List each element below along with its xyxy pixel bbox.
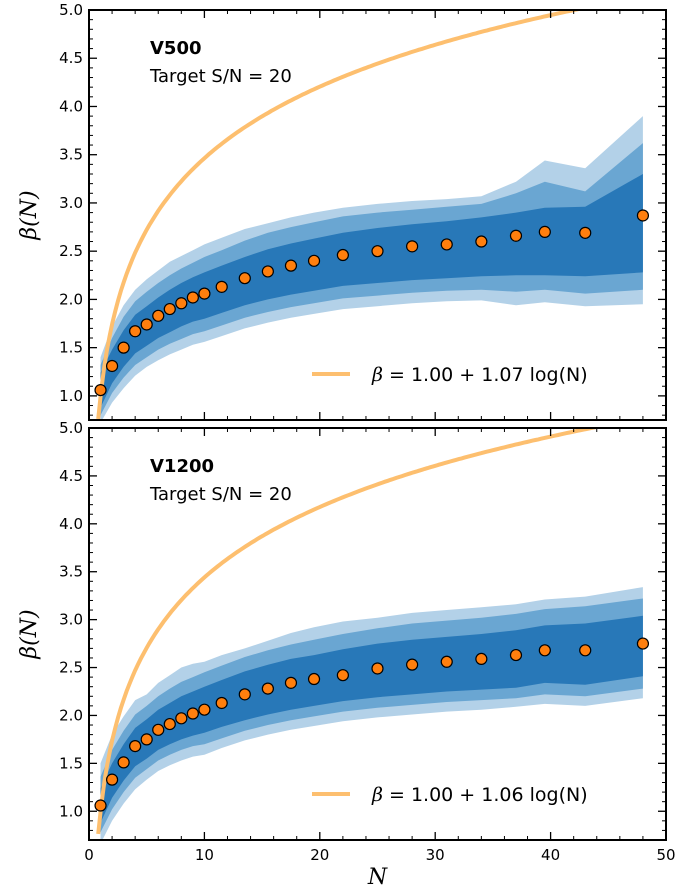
x-tick-label: 10 [195, 846, 214, 864]
data-point [129, 740, 142, 753]
data-point [371, 245, 384, 258]
data-point [215, 696, 228, 710]
panel-subtitle: Target S/N = 20 [149, 484, 292, 505]
data-point [636, 637, 650, 650]
data-point [215, 280, 228, 293]
data-point [175, 297, 188, 310]
confidence-bands [100, 587, 643, 840]
y-tick-label: 2.0 [59, 706, 83, 724]
data-point [152, 723, 165, 736]
data-point [406, 240, 419, 253]
data-points [94, 637, 650, 812]
data-point [175, 712, 188, 725]
legend: β = 1.00 + 1.06 log(N) [312, 784, 588, 806]
data-point [140, 733, 153, 746]
data-point [163, 717, 176, 731]
data-point [198, 287, 211, 300]
legend: β = 1.00 + 1.07 log(N) [312, 364, 588, 386]
data-point [117, 341, 130, 354]
y-tick-label: 1.5 [59, 754, 83, 772]
data-point [336, 669, 349, 682]
data-point [105, 359, 119, 373]
data-point [105, 773, 119, 786]
y-tick-label: 1.0 [59, 802, 83, 820]
data-point [129, 325, 142, 338]
y-tick-label: 2.5 [59, 242, 83, 260]
y-tick-label: 4.5 [59, 49, 83, 67]
data-point [284, 259, 298, 272]
panel-title: V1200 [150, 456, 214, 477]
data-point [579, 226, 592, 239]
data-point [336, 248, 349, 262]
data-point [238, 688, 251, 701]
y-tick-label: 5.0 [59, 419, 83, 437]
data-point [261, 265, 274, 278]
data-point [94, 799, 107, 812]
data-point [406, 658, 419, 671]
legend-symbol: β [371, 364, 383, 386]
data-point [152, 309, 165, 322]
data-point [238, 272, 251, 285]
data-point [636, 209, 650, 222]
data-point [538, 644, 551, 657]
axis-ticks: 1.0 1.5 2.0 2.5 3.0 3.5 4.0 4.5 5.0 0 10 20 30 40 50 [59, 419, 675, 864]
data-point [284, 676, 298, 689]
data-point [94, 383, 107, 397]
x-tick-label: 50 [656, 846, 675, 864]
data-point [198, 703, 211, 716]
y-tick-label: 4.0 [59, 97, 83, 115]
data-point [186, 291, 199, 304]
data-point [307, 672, 321, 686]
band-inner [100, 615, 643, 823]
legend-label: = 1.00 + 1.07 log(N) [389, 364, 588, 386]
y-tick-label: 1.0 [59, 387, 83, 405]
y-tick-label: 2.0 [59, 290, 83, 308]
data-point [140, 318, 153, 331]
data-point [261, 682, 274, 695]
panel-subtitle: Target S/N = 20 [149, 66, 292, 87]
y-tick-label: 3.0 [59, 611, 83, 629]
y-tick-label: 3.0 [59, 194, 83, 212]
x-tick-label: 40 [541, 846, 560, 864]
y-tick-label: 3.5 [59, 146, 83, 164]
axis-ticks: 1.0 1.5 2.0 2.5 3.0 3.5 4.0 4.5 5.0 [59, 1, 667, 420]
fit-line [96, 428, 602, 835]
y-axis-label: β(N) [17, 190, 42, 240]
band-inner [100, 174, 643, 408]
y-tick-label: 2.5 [59, 659, 83, 677]
data-point [371, 662, 384, 675]
data-point [440, 655, 453, 668]
plot-frame [88, 427, 667, 841]
x-tick-label: 30 [426, 846, 445, 864]
plot-frame [88, 9, 667, 421]
data-point [475, 235, 488, 248]
data-points [94, 209, 650, 397]
data-point [307, 254, 321, 267]
legend-label: = 1.00 + 1.06 log(N) [389, 784, 588, 806]
legend-symbol: β [371, 784, 383, 806]
data-point [475, 652, 488, 666]
data-point [579, 644, 592, 657]
confidence-bands [100, 116, 643, 420]
y-tick-label: 3.5 [59, 563, 83, 581]
y-axis-label: β(N) [17, 609, 42, 659]
x-tick-label: 20 [310, 846, 329, 864]
y-tick-label: 4.5 [59, 467, 83, 485]
x-tick-label: 0 [84, 846, 94, 864]
data-point [117, 756, 130, 769]
y-tick-label: 4.0 [59, 515, 83, 533]
panel-title: V500 [150, 38, 202, 59]
x-axis-label: N [367, 865, 388, 890]
data-point [509, 229, 523, 242]
y-tick-label: 1.5 [59, 339, 83, 357]
y-tick-label: 5.0 [59, 1, 83, 19]
data-point [440, 238, 453, 251]
panel-v1200: 1.0 1.5 2.0 2.5 3.0 3.5 4.0 4.5 5.0 0 10 20 30 40 50 V… [17, 419, 676, 890]
data-point [538, 225, 551, 238]
data-point [509, 648, 523, 662]
panel-v500: 1.0 1.5 2.0 2.5 3.0 3.5 4.0 4.5 5.0 V500 Target … [17, 1, 667, 421]
data-point [186, 707, 199, 720]
data-point [163, 302, 176, 316]
